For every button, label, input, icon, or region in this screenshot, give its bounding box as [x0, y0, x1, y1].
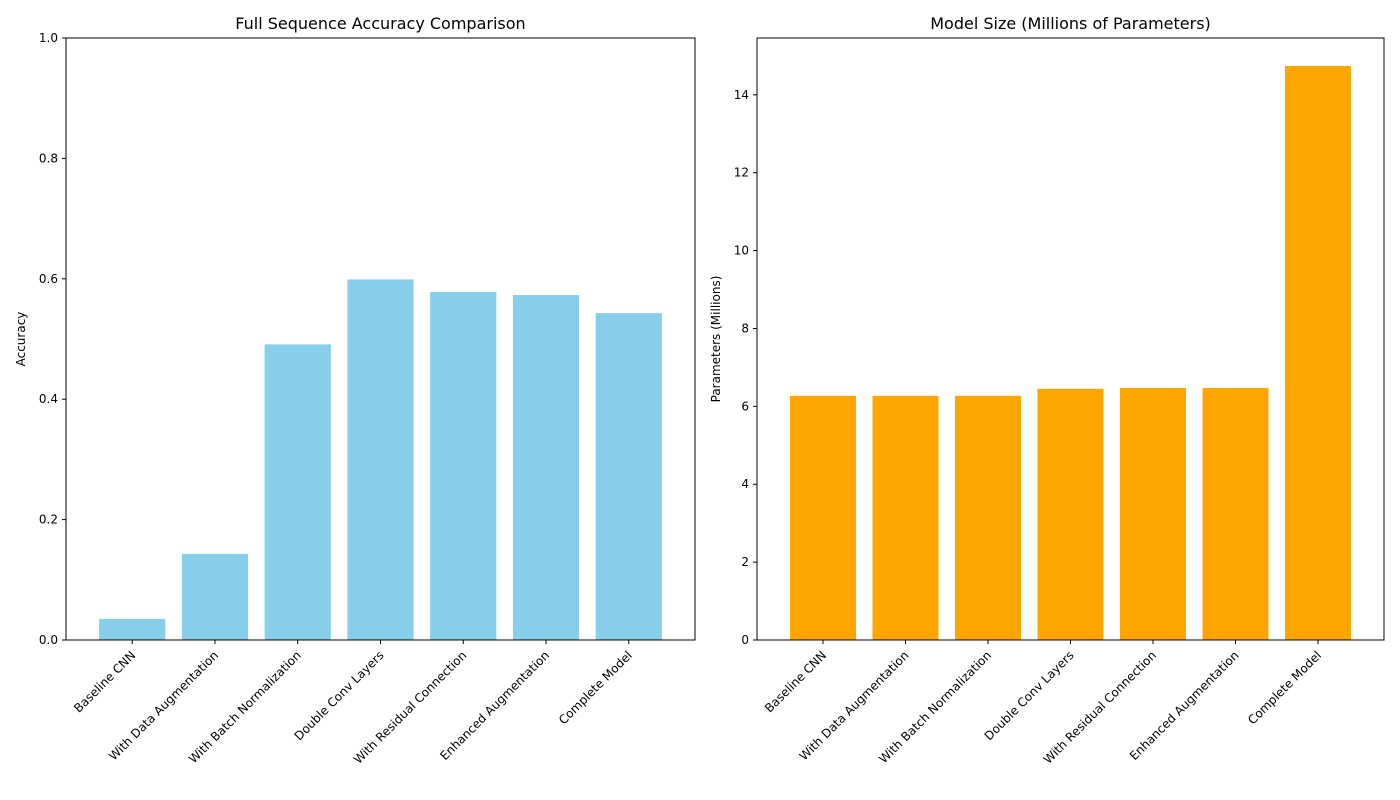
bar-6: [512, 295, 580, 640]
y-tick-label: 0.8: [39, 151, 58, 165]
y-tick-label: 8: [741, 321, 749, 335]
bar-3: [955, 395, 1021, 640]
y-tick-label: 1.0: [39, 31, 58, 45]
bar-7: [1285, 66, 1351, 640]
bar-1: [99, 618, 166, 640]
bar-6: [1202, 388, 1269, 640]
bar-2: [872, 395, 939, 640]
y-tick-label: 0.0: [39, 633, 58, 647]
chart-title: Model Size (Millions of Parameters): [930, 14, 1211, 33]
chart-title: Full Sequence Accuracy Comparison: [235, 14, 525, 33]
bar-2: [181, 553, 249, 640]
x-tick-label: Double Conv Layers: [982, 648, 1077, 743]
bar-5: [1120, 388, 1186, 640]
y-tick-label: 14: [734, 88, 749, 102]
bar-4: [347, 279, 414, 640]
y-tick-label: 4: [741, 477, 749, 491]
bar-7: [595, 313, 662, 640]
y-tick-label: 0: [741, 633, 749, 647]
y-tick-label: 0.6: [39, 272, 58, 286]
bar-4: [1037, 388, 1104, 640]
x-tick-label: Complete Model: [556, 648, 635, 727]
y-tick-label: 12: [734, 166, 749, 180]
y-axis-label: Accuracy: [14, 312, 28, 367]
bar-5: [430, 292, 497, 640]
y-tick-label: 0.2: [39, 513, 58, 527]
x-tick-label: Double Conv Layers: [292, 648, 387, 743]
y-tick-label: 2: [741, 555, 749, 569]
bar-1: [790, 395, 856, 640]
y-tick-label: 0.4: [39, 392, 58, 406]
y-tick-label: 6: [741, 399, 749, 413]
bar-3: [264, 344, 331, 640]
x-tick-label: Baseline CNN: [71, 648, 138, 715]
y-tick-label: 10: [734, 244, 749, 258]
x-tick-label: Baseline CNN: [762, 648, 829, 715]
x-tick-label: Complete Model: [1245, 648, 1324, 727]
y-axis-label: Parameters (Millions): [709, 276, 723, 403]
